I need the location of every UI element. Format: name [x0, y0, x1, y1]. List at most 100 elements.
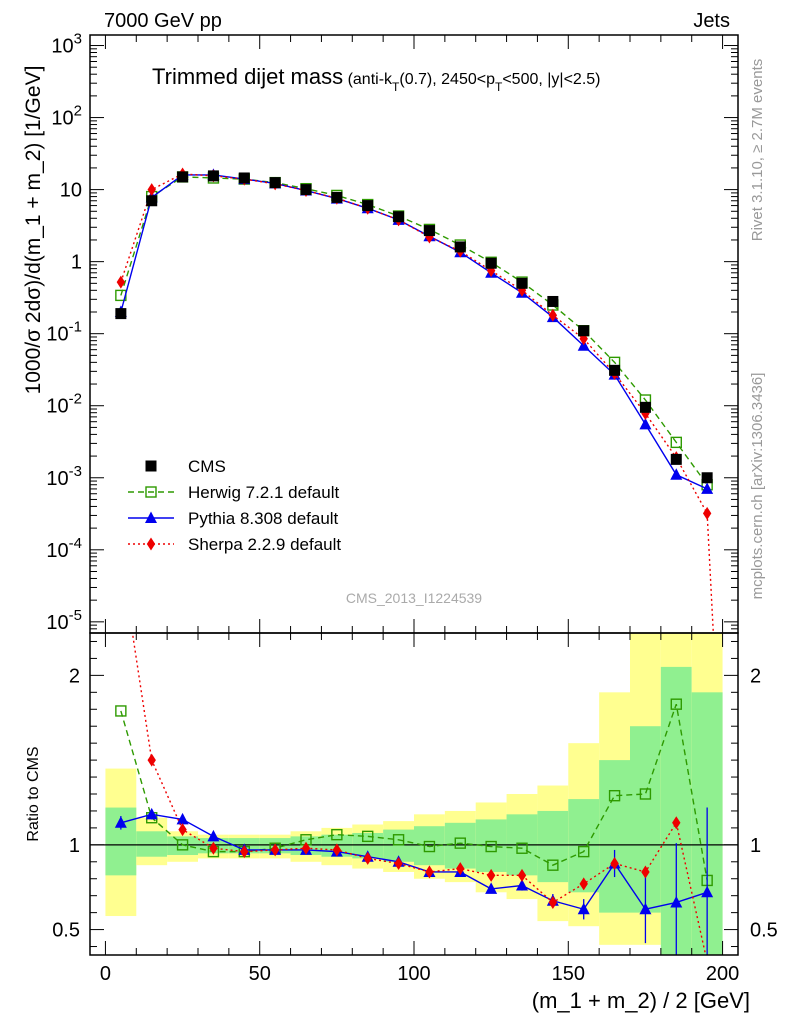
- x-axis-label: (m_1 + m_2) / 2 [GeV]: [532, 988, 750, 1013]
- herwig-ratio-point-10: [423, 840, 436, 853]
- sherpa-point-19: [702, 506, 712, 520]
- sherpa-ratio-point-4: [240, 845, 249, 859]
- pythia-ratio-point-15: [577, 902, 590, 915]
- pythia-ratio-point-13: [516, 879, 528, 891]
- sherpa-ratio-point-10: [425, 865, 434, 879]
- pythia-ratio-point-17: [639, 902, 652, 915]
- x-tick-label-150: 150: [552, 963, 585, 985]
- band-inner-15: [568, 799, 600, 893]
- cms-point-8: [362, 200, 374, 212]
- herwig-ratio-point-18: [670, 698, 682, 710]
- ratio-tick-label-right-0.5: 0.5: [750, 920, 778, 942]
- sherpa-ratio-point-6: [301, 841, 311, 855]
- cms-point-18: [670, 453, 682, 465]
- ratio-tick-label-1: 1: [69, 835, 80, 857]
- cms-point-6: [300, 184, 312, 196]
- legend-marker-cms: [145, 460, 157, 472]
- y-tick-label-10^-5: 10-5: [46, 607, 82, 634]
- pythia-ratio-point-1: [145, 807, 158, 820]
- ratio-tick-label-right-1: 1: [750, 835, 761, 857]
- sherpa-point-0: [116, 275, 126, 289]
- sherpa-point-1: [147, 183, 156, 197]
- x-tick-label-100: 100: [397, 963, 430, 985]
- cms-point-7: [331, 191, 343, 203]
- cms-point-2: [177, 171, 189, 183]
- sherpa-ratio-point-2: [178, 823, 187, 837]
- pythia-point-19: [701, 482, 714, 494]
- x-tick-label-0: 0: [100, 963, 111, 985]
- data-series: [114, 167, 715, 955]
- pythia-main-line: [120, 174, 708, 490]
- y-axis-label: 1000/σ 2dσ)/d(m_1 + m_2) [1/GeV]: [22, 66, 45, 395]
- sherpa-ratio: [131, 633, 707, 955]
- legend-label-pythia: Pythia 8.308 default: [188, 509, 339, 528]
- y-tick-label-10^2: 102: [51, 103, 82, 130]
- cms-point-19: [701, 472, 713, 484]
- pythia-ratio-point-3: [207, 829, 220, 842]
- cms-point-0: [115, 308, 127, 320]
- axis-ticks: 0 50 100 150 20010-510-410-310-210-111010210…: [46, 31, 777, 985]
- cms-uncertainty-band: [105, 633, 723, 955]
- pythia-point-18: [670, 468, 683, 480]
- herwig-main: [115, 171, 713, 491]
- cms-point-9: [393, 211, 405, 223]
- x-tick-label-50: 50: [249, 963, 271, 985]
- side-label-mcplots: mcplots.cern.ch [arXiv:1306.3436]: [749, 373, 766, 600]
- y-tick-label-10: 10: [60, 180, 82, 202]
- sherpa-point-15: [579, 332, 588, 346]
- sherpa-ratio-point-8: [363, 851, 372, 865]
- sherpa-main-line: [120, 173, 715, 633]
- title-subscript: T: [392, 80, 400, 94]
- sherpa-ratio-point-14: [548, 895, 558, 909]
- cms-point-13: [516, 277, 528, 289]
- cms-point-10: [423, 225, 435, 237]
- cms-point-3: [207, 170, 219, 182]
- ratio-tick-label-right-2: 2: [750, 665, 761, 687]
- legend-marker-sherpa: [146, 537, 156, 551]
- cms-point-4: [238, 172, 250, 184]
- sherpa-ratio-point-13: [517, 868, 527, 882]
- pythia-ratio-point-18: [670, 895, 683, 908]
- band-inner-14: [537, 810, 569, 883]
- herwig-point-18: [670, 436, 682, 449]
- y-tick-label-10^-4: 10-4: [46, 535, 82, 562]
- ratio-tick-label-2: 2: [69, 665, 80, 687]
- legend: CMS Herwig 7.2.1 default Pythia 8.308 defa…: [128, 457, 341, 554]
- cms-point-15: [578, 325, 590, 337]
- y-tick-label-10^-1: 10-1: [46, 319, 82, 346]
- pythia-ratio-point-0: [114, 816, 127, 828]
- legend-marker-pythia: [145, 511, 157, 523]
- herwig-ratio-point-9: [392, 834, 405, 846]
- herwig-ratio-point-15: [578, 845, 590, 858]
- chart-title-detail: (anti-kT(0.7), 2450<pT<500, |y|<2.5): [348, 71, 601, 94]
- y-tick-label-10^-3: 10-3: [46, 463, 82, 490]
- herwig-ratio-point-12: [485, 840, 497, 853]
- pythia-ratio-point-12: [485, 882, 498, 894]
- sherpa-ratio-point-15: [579, 877, 588, 891]
- pythia-ratio-line: [120, 813, 708, 911]
- header-right: Jets: [693, 10, 730, 32]
- herwig-ratio-point-8: [362, 830, 374, 843]
- herwig-ratio-point-17: [639, 788, 652, 800]
- cms-main: [115, 170, 713, 484]
- sherpa-ratio-point-9: [394, 856, 403, 870]
- pythia-point-17: [639, 417, 652, 430]
- chart-title: Trimmed dijet mass (anti-kT(0.7), 2450<p…: [152, 64, 600, 94]
- ratio-y-axis-label: Ratio to CMS: [25, 746, 42, 841]
- sherpa-ratio-point-1: [147, 753, 156, 767]
- chart-title-main: Trimmed dijet mass: [152, 64, 343, 89]
- title-subscript: T: [495, 80, 503, 94]
- watermark: CMS_2013_I1224539: [346, 590, 482, 606]
- cms-point-12: [485, 257, 497, 269]
- sherpa-point-14: [548, 308, 558, 322]
- band-inner-1: [136, 831, 168, 857]
- title-segment: <500, |y|<2.5): [502, 71, 600, 88]
- pythia-ratio-point-19: [701, 885, 714, 898]
- sherpa-ratio-point-17: [641, 865, 650, 879]
- y-tick-label-10^-2: 10-2: [46, 391, 82, 418]
- cms-point-17: [639, 401, 651, 413]
- herwig-ratio-point-7: [331, 828, 343, 841]
- legend-marker-herwig: [145, 486, 157, 498]
- sherpa-ratio-point-5: [270, 843, 280, 857]
- y-tick-label-10^3: 103: [51, 31, 82, 58]
